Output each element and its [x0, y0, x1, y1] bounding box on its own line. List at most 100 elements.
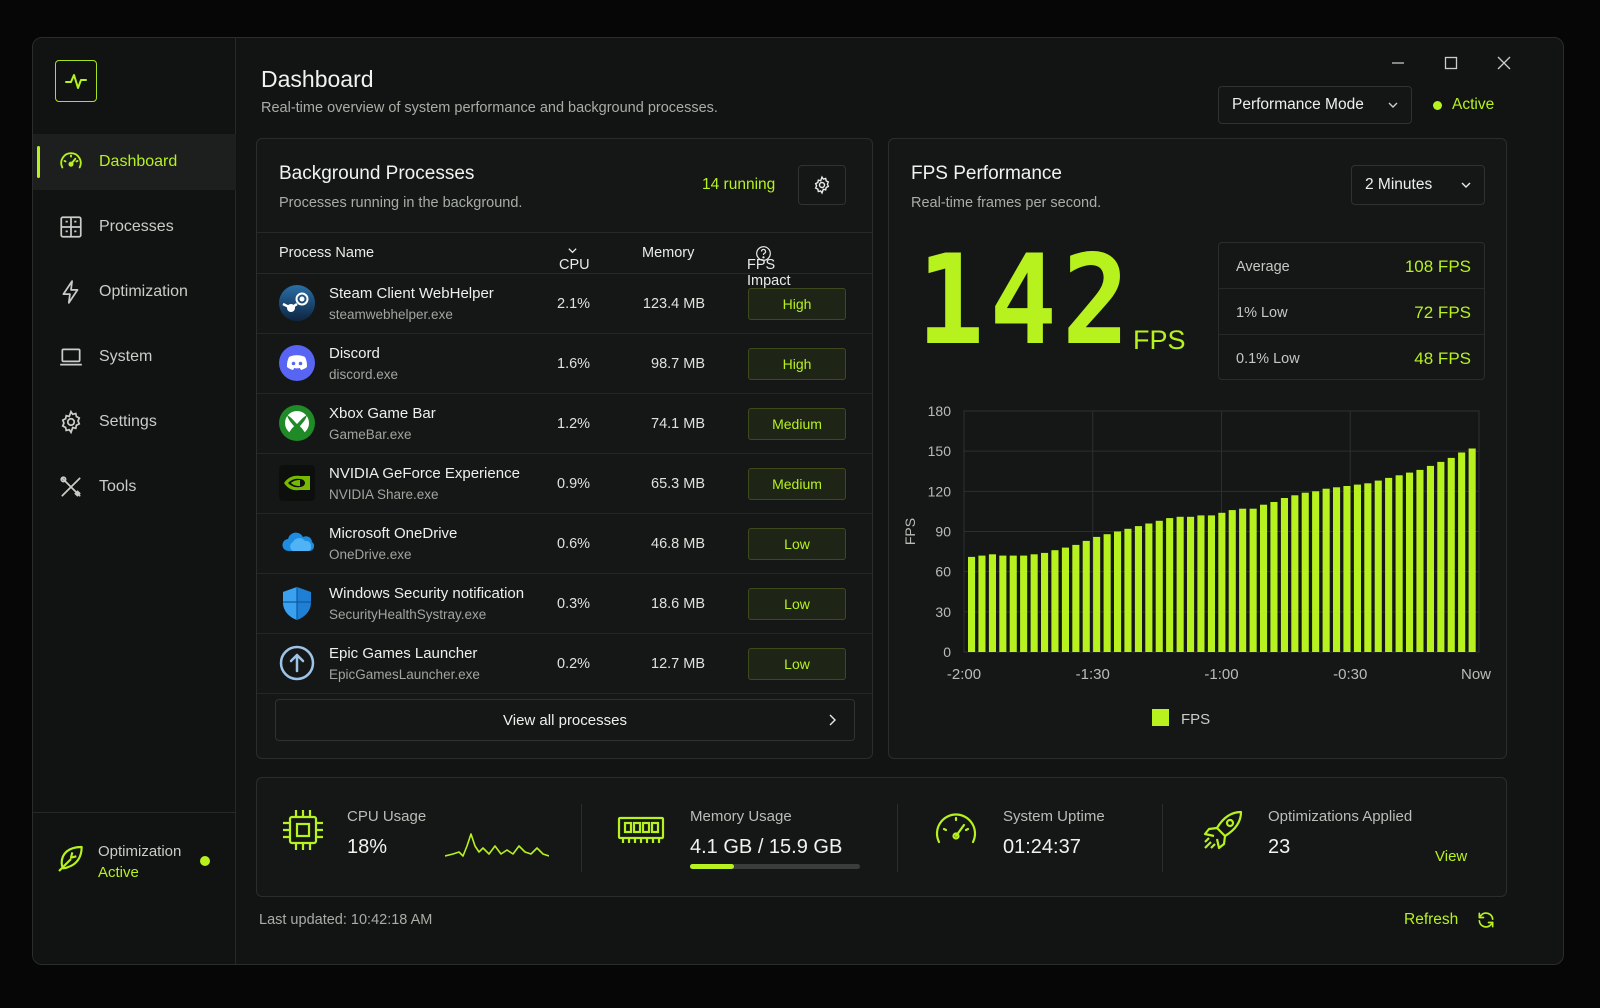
table-row[interactable]: Discord discord.exe 1.6% 98.7 MB High — [257, 334, 872, 394]
column-cpu-label: CPU — [559, 257, 590, 273]
table-row[interactable]: Epic Games Launcher EpicGamesLauncher.ex… — [257, 634, 872, 694]
fps-stat-0-1-low: 0.1% Low 48 FPS — [1219, 335, 1484, 381]
cpu-chip-icon — [283, 810, 323, 850]
time-range-select[interactable]: 2 Minutes — [1351, 165, 1485, 205]
process-exe: EpicGamesLauncher.exe — [329, 667, 480, 682]
process-name: Steam Client WebHelper — [329, 285, 494, 302]
laptop-icon — [57, 343, 85, 371]
x-tick-label: -2:00 — [947, 666, 981, 683]
memory-ram-icon — [617, 816, 665, 843]
view-optimizations-link[interactable]: View — [1435, 848, 1468, 865]
fps-impact-badge: High — [748, 288, 846, 320]
fps-impact-badge: Low — [748, 648, 846, 680]
fps-bar — [1322, 488, 1330, 652]
y-tick-label: 150 — [928, 443, 952, 459]
cpu-sparkline — [445, 833, 549, 857]
fps-bar — [1301, 492, 1309, 652]
chevron-right-icon — [829, 714, 836, 726]
y-tick-label: 60 — [935, 564, 951, 580]
fps-bar — [1249, 508, 1257, 652]
fps-bar — [999, 555, 1007, 652]
page-title: Dashboard — [261, 66, 374, 92]
status-dot — [1433, 100, 1442, 110]
fps-bar — [1103, 534, 1111, 652]
stat-label: Optimizations Applied — [1268, 808, 1413, 825]
sidebar-item-optimization[interactable]: Optimization — [33, 264, 236, 320]
performance-mode-select[interactable]: Performance Mode — [1218, 86, 1412, 124]
fps-bar — [1187, 516, 1195, 652]
process-memory: 46.8 MB — [651, 536, 705, 552]
epic-icon — [279, 645, 315, 681]
view-all-processes-button[interactable]: View all processes — [275, 699, 855, 741]
fps-bar — [1145, 523, 1153, 652]
divider — [581, 804, 582, 872]
stat-label: CPU Usage — [347, 808, 427, 825]
app-logo[interactable] — [55, 60, 97, 102]
fps-impact-badge: Medium — [748, 468, 846, 500]
mode-status: Active — [1433, 96, 1494, 114]
fps-bar — [1061, 547, 1069, 652]
process-name: NVIDIA GeForce Experience — [329, 465, 520, 482]
column-cpu[interactable]: CPU — [559, 245, 590, 273]
sidebar-item-label: Tools — [99, 478, 137, 495]
sidebar-item-processes[interactable]: Processes — [33, 199, 236, 255]
fps-bar — [1093, 536, 1101, 652]
panel-subtitle: Processes running in the background. — [279, 195, 523, 211]
table-row[interactable]: Steam Client WebHelper steamwebhelper.ex… — [257, 274, 872, 334]
help-icon[interactable] — [755, 245, 772, 262]
table-row[interactable]: Windows Security notification SecurityHe… — [257, 574, 872, 634]
sidebar-item-tools[interactable]: Tools — [33, 459, 236, 515]
x-tick-label: -0:30 — [1333, 666, 1367, 683]
stat-label: Average — [1236, 259, 1290, 275]
speedometer-icon — [935, 813, 977, 844]
fps-bar — [1114, 531, 1122, 652]
chevron-down-icon — [1461, 182, 1471, 188]
maximize-button[interactable] — [1436, 48, 1466, 78]
process-cpu: 0.6% — [557, 536, 591, 552]
fps-bar — [988, 554, 996, 652]
fps-bar — [1364, 483, 1372, 652]
process-exe: discord.exe — [329, 367, 399, 382]
process-list: Steam Client WebHelper steamwebhelper.ex… — [257, 274, 872, 694]
process-name: Epic Games Launcher — [329, 645, 478, 662]
process-name: Xbox Game Bar — [329, 405, 436, 422]
fps-bar — [1280, 498, 1288, 652]
column-name[interactable]: Process Name — [279, 245, 375, 261]
fps-bar — [1468, 448, 1476, 652]
y-tick-label: 0 — [943, 644, 951, 660]
sidebar-item-dashboard[interactable]: Dashboard — [33, 134, 236, 190]
process-name: Windows Security notification — [329, 585, 525, 602]
process-name: Microsoft OneDrive — [329, 525, 458, 542]
fps-stat-average: Average 108 FPS — [1219, 243, 1484, 289]
sidebar-item-settings[interactable]: Settings — [33, 394, 236, 450]
close-button[interactable] — [1489, 48, 1519, 78]
refresh-icon — [1478, 912, 1494, 928]
fps-bar — [1385, 477, 1393, 652]
table-row[interactable]: Xbox Game Bar GameBar.exe 1.2% 74.1 MB M… — [257, 394, 872, 454]
fps-bar — [1166, 518, 1174, 652]
process-memory: 74.1 MB — [651, 416, 705, 432]
column-fps-impact[interactable]: FPS Impact — [747, 245, 791, 289]
column-memory[interactable]: Memory — [642, 245, 695, 261]
fps-bar — [1416, 469, 1424, 652]
process-cpu: 2.1% — [557, 296, 591, 312]
sidebar-item-system[interactable]: System — [33, 329, 236, 385]
table-row[interactable]: NVIDIA GeForce Experience NVIDIA Share.e… — [257, 454, 872, 514]
app-window: Dashboard Processes Optimization System — [32, 37, 1564, 965]
fps-bar — [1051, 550, 1059, 652]
layout-icon — [57, 213, 85, 241]
minimize-button[interactable] — [1383, 48, 1413, 78]
memory-progress-fill — [690, 864, 735, 869]
stat-value: 72 FPS — [1414, 303, 1471, 322]
fps-stat-1-low: 1% Low 72 FPS — [1219, 289, 1484, 335]
table-row[interactable]: Microsoft OneDrive OneDrive.exe 0.6% 46.… — [257, 514, 872, 574]
process-settings-button[interactable] — [798, 165, 846, 205]
rocket-icon — [1203, 810, 1243, 850]
stat-label: 1% Low — [1236, 305, 1288, 321]
stat-value: 48 FPS — [1414, 349, 1471, 368]
fps-bar — [1437, 461, 1445, 652]
fps-bar — [1041, 552, 1049, 652]
bolt-icon — [57, 278, 85, 306]
x-tick-label: Now — [1461, 666, 1491, 683]
refresh-button[interactable]: Refresh — [1404, 910, 1496, 930]
